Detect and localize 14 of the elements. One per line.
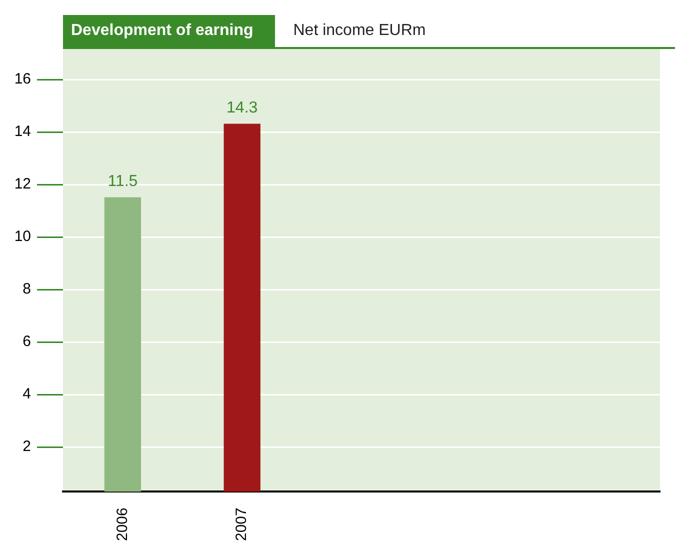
x-tick-label: 2006 — [114, 508, 131, 542]
y-tick-label: 14 — [14, 123, 31, 140]
chart-title: Development of earning — [63, 15, 276, 47]
data-label: 11.5 — [108, 173, 138, 190]
y-tick-label: 6 — [22, 333, 31, 350]
x-tick-label: 2007 — [233, 508, 250, 542]
y-tick-label: 2 — [22, 438, 31, 456]
y-tick-label: 12 — [14, 176, 31, 193]
y-tick-label: 10 — [14, 228, 31, 246]
y-tick-label: 4 — [22, 386, 31, 403]
chart-subtitle: Net income EURm — [292, 22, 426, 40]
y-tick-label: 16 — [14, 70, 31, 88]
data-label: 14.3 — [226, 100, 258, 117]
y-tick-label: 8 — [22, 280, 31, 298]
